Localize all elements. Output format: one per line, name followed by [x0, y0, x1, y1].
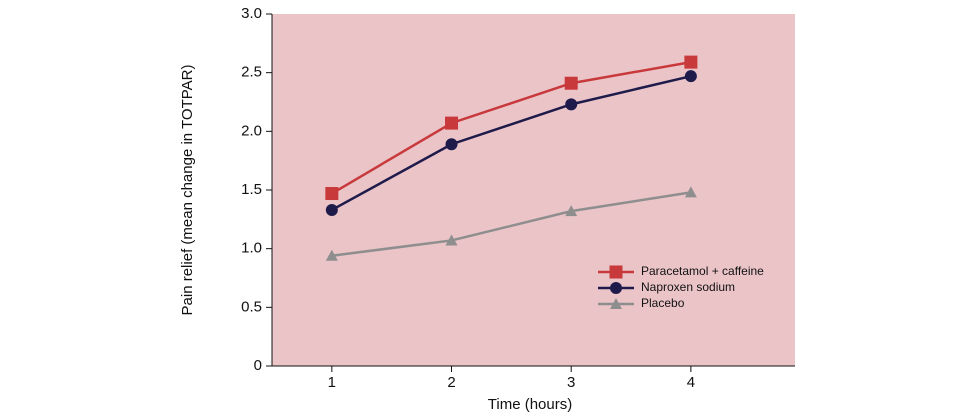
- series-line: [331, 191, 692, 257]
- legend-marker: [610, 298, 622, 309]
- x-tick-label: 2: [447, 374, 455, 391]
- y-tick-label: 2.5: [241, 64, 262, 81]
- marker: [565, 205, 578, 217]
- marker: [445, 234, 458, 246]
- y-tick-label: 3.0: [241, 5, 262, 22]
- series-line: [331, 60, 692, 195]
- marker: [684, 186, 697, 198]
- y-tick-label: 1.5: [241, 181, 262, 198]
- y-axis-label: Pain relief (mean change in TOTPAR): [179, 65, 196, 316]
- marker: [684, 70, 697, 83]
- series-line: [331, 74, 692, 212]
- legend-marker: [610, 282, 622, 294]
- marker: [565, 98, 578, 111]
- marker: [325, 249, 338, 261]
- y-tick-label: 2.0: [241, 122, 262, 139]
- marker: [445, 116, 459, 130]
- legend-marker: [609, 265, 623, 279]
- x-tick-label: 1: [328, 374, 336, 391]
- x-tick-label: 4: [687, 374, 695, 391]
- plot-area: [272, 14, 795, 366]
- legend-label: Paracetamol + caffeine: [641, 264, 764, 278]
- y-tick-label: 0: [254, 357, 262, 374]
- legend-label: Placebo: [641, 296, 685, 310]
- y-tick-label: 1.0: [241, 240, 262, 257]
- y-tick-label: 0.5: [241, 298, 262, 315]
- marker: [325, 203, 338, 216]
- x-axis-label: Time (hours): [488, 396, 572, 413]
- marker: [684, 55, 698, 69]
- marker: [564, 76, 578, 90]
- marker: [445, 138, 458, 151]
- marker: [325, 187, 339, 201]
- x-tick-label: 3: [567, 374, 575, 391]
- legend-label: Naproxen sodium: [641, 280, 735, 294]
